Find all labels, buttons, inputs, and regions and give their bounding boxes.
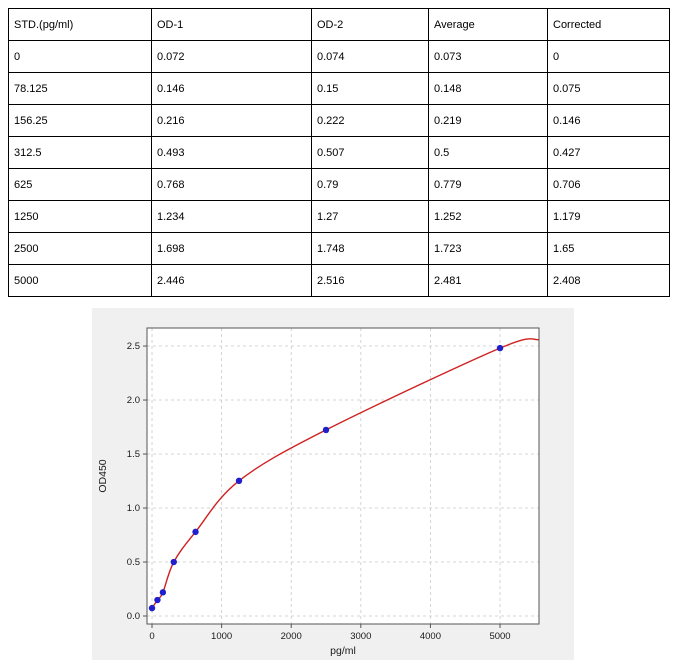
table-row: 5000 2.446 2.516 2.481 2.408 bbox=[8, 264, 670, 297]
y-tick-label: 2.0 bbox=[127, 395, 140, 406]
table-cell: 0.073 bbox=[428, 40, 548, 73]
y-tick-label: 1.0 bbox=[127, 503, 140, 514]
table-cell: 1.748 bbox=[311, 232, 429, 265]
table-row: 2500 1.698 1.748 1.723 1.65 bbox=[8, 232, 670, 265]
table-cell: 1.723 bbox=[428, 232, 548, 265]
standard-curve-chart: 0 1000 2000 3000 4000 5000 0.0 0.5 1.0 1.5 2.0 2.5 p… bbox=[92, 308, 574, 660]
table-cell: 0.075 bbox=[547, 72, 670, 105]
col-header-od2: OD-2 bbox=[311, 8, 429, 41]
table-header-row: STD.(pg/ml) OD-1 OD-2 Average Corrected bbox=[8, 8, 670, 41]
col-header-od1: OD-1 bbox=[151, 8, 312, 41]
report-page: STD.(pg/ml) OD-1 OD-2 Average Corrected … bbox=[0, 8, 677, 660]
table-cell: 0.779 bbox=[428, 168, 548, 201]
table-cell: 2.446 bbox=[151, 264, 312, 297]
table-cell: 2500 bbox=[8, 232, 152, 265]
table-cell: 0.15 bbox=[311, 72, 429, 105]
table-cell: 0.148 bbox=[428, 72, 548, 105]
y-axis-label: OD450 bbox=[97, 459, 109, 492]
plot-frame bbox=[146, 327, 540, 625]
table-cell: 0 bbox=[8, 40, 152, 73]
table-cell: 1.179 bbox=[547, 200, 670, 233]
table-cell: 0.706 bbox=[547, 168, 670, 201]
table-cell: 1.234 bbox=[151, 200, 312, 233]
col-header-std: STD.(pg/ml) bbox=[8, 8, 152, 41]
table-cell: 156.25 bbox=[8, 104, 152, 137]
table-cell: 0.5 bbox=[428, 136, 548, 169]
x-axis-label: pg/ml bbox=[330, 645, 356, 657]
table-cell: 0.146 bbox=[151, 72, 312, 105]
table-cell: 0 bbox=[547, 40, 670, 73]
table-cell: 0.219 bbox=[428, 104, 548, 137]
table-cell: 0.493 bbox=[151, 136, 312, 169]
table-row: 1250 1.234 1.27 1.252 1.179 bbox=[8, 200, 670, 233]
table-cell: 0.222 bbox=[311, 104, 429, 137]
data-point bbox=[322, 426, 330, 434]
x-tick-label: 4000 bbox=[420, 631, 441, 642]
table-cell: 0.427 bbox=[547, 136, 670, 169]
table-cell: 2.481 bbox=[428, 264, 548, 297]
y-tick-label: 0.5 bbox=[127, 557, 140, 568]
table-cell: 0.216 bbox=[151, 104, 312, 137]
table-row: 0 0.072 0.074 0.073 0 bbox=[8, 40, 670, 73]
table-row: 312.5 0.493 0.507 0.5 0.427 bbox=[8, 136, 670, 169]
col-header-average: Average bbox=[428, 8, 548, 41]
x-tick-label: 3000 bbox=[350, 631, 371, 642]
data-point bbox=[192, 528, 199, 536]
table-cell: 0.074 bbox=[311, 40, 429, 73]
y-tick-label: 2.5 bbox=[127, 341, 140, 352]
plot-area bbox=[147, 328, 539, 624]
data-point bbox=[154, 596, 161, 604]
table-cell: 1.252 bbox=[428, 200, 548, 233]
standard-curve-figure: 0 1000 2000 3000 4000 5000 0.0 0.5 1.0 1.5 2.0 2.5 p… bbox=[92, 308, 574, 660]
col-header-corrected: Corrected bbox=[547, 8, 670, 41]
table-cell: 1.65 bbox=[547, 232, 670, 265]
standards-table: STD.(pg/ml) OD-1 OD-2 Average Corrected … bbox=[8, 8, 670, 297]
table-cell: 5000 bbox=[8, 264, 152, 297]
y-tick-label: 0.0 bbox=[127, 611, 140, 622]
table-cell: 0.072 bbox=[151, 40, 312, 73]
x-tick-label: 1000 bbox=[211, 631, 232, 642]
table-row: 625 0.768 0.79 0.779 0.706 bbox=[8, 168, 670, 201]
table-cell: 1.27 bbox=[311, 200, 429, 233]
table-cell: 312.5 bbox=[8, 136, 152, 169]
table-cell: 2.408 bbox=[547, 264, 670, 297]
x-tick-label: 2000 bbox=[281, 631, 302, 642]
table-cell: 1.698 bbox=[151, 232, 312, 265]
table-cell: 2.516 bbox=[311, 264, 429, 297]
data-point bbox=[170, 558, 177, 566]
table-cell: 0.79 bbox=[311, 168, 429, 201]
x-tick-label: 0 bbox=[149, 631, 154, 642]
table-cell: 0.768 bbox=[151, 168, 312, 201]
data-point bbox=[235, 477, 243, 485]
fit-curve bbox=[151, 338, 540, 609]
x-tick-label: 5000 bbox=[489, 631, 510, 642]
data-point bbox=[159, 589, 167, 596]
y-tick-label: 1.5 bbox=[127, 449, 140, 460]
table-cell: 0.146 bbox=[547, 104, 670, 137]
table-row: 78.125 0.146 0.15 0.148 0.075 bbox=[8, 72, 670, 105]
table-cell: 1250 bbox=[8, 200, 152, 233]
table-cell: 625 bbox=[8, 168, 152, 201]
table-row: 156.25 0.216 0.222 0.219 0.146 bbox=[8, 104, 670, 137]
data-point bbox=[148, 604, 156, 612]
data-point bbox=[496, 344, 504, 352]
table-cell: 78.125 bbox=[8, 72, 152, 105]
table-cell: 0.507 bbox=[311, 136, 429, 169]
